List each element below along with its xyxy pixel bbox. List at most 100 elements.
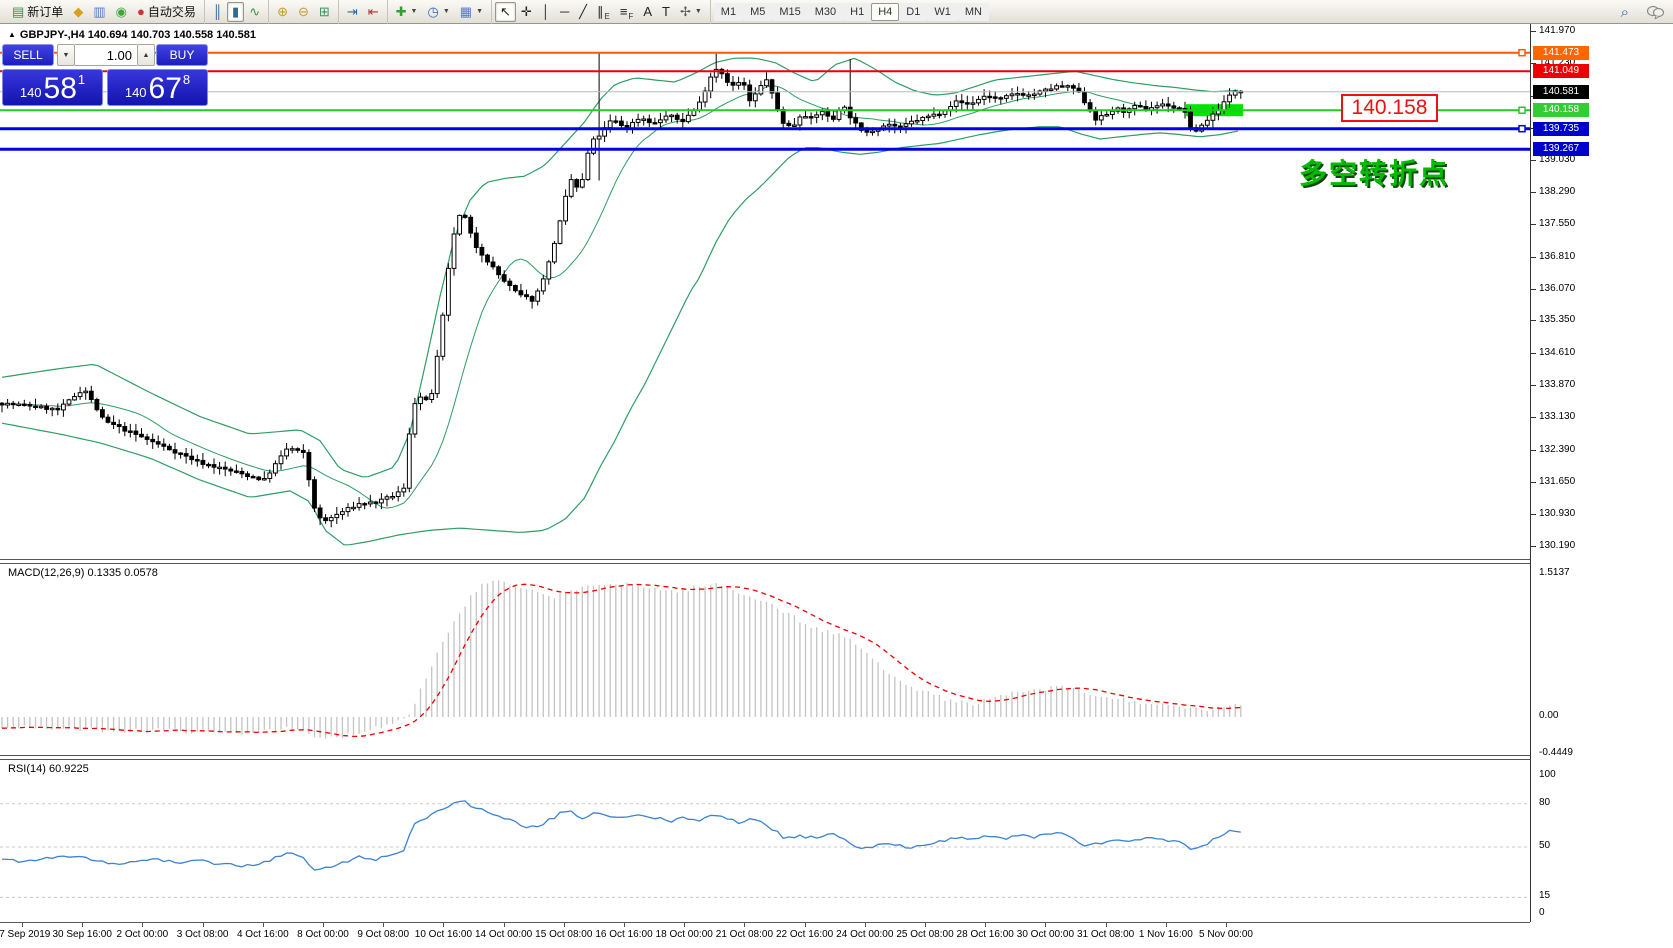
timeframe-h1[interactable]: H1 — [843, 2, 872, 21]
rsi-axis-label: 100 — [1539, 769, 1556, 780]
auto-scroll-icon: ⇤ — [367, 4, 379, 19]
time-tick-label: 16 Oct 16:00 — [595, 929, 653, 940]
price-tick-mark — [1531, 417, 1536, 419]
sell-price-prefix: 140 — [19, 85, 42, 100]
timeframe-m15[interactable]: M15 — [772, 2, 808, 21]
gold-symbol-button[interactable]: ◆ — [68, 2, 88, 22]
price-tick-label: 141.230 — [1539, 57, 1576, 69]
macd-histogram — [1, 580, 1242, 739]
price-tick-label: 135.350 — [1539, 314, 1576, 326]
dropdown-caret-icon[interactable]: ▼ — [694, 8, 702, 15]
text-label-button[interactable]: T — [657, 2, 675, 22]
timeframe-w1[interactable]: W1 — [927, 2, 958, 21]
time-tick-mark — [323, 923, 324, 927]
periods-button[interactable]: ◷ ▼ — [422, 2, 454, 22]
time-tick-mark — [142, 923, 144, 927]
market-watch-button[interactable]: ▥ — [88, 2, 110, 22]
line-chart-button[interactable]: ∿ — [244, 2, 265, 22]
auto-scroll-button[interactable]: ⇤ — [363, 2, 384, 22]
trendline-button[interactable]: ╱ — [574, 2, 592, 22]
price-tick-mark — [1531, 159, 1536, 161]
price-axis[interactable]: 141.970141.230140.490139.750139.030138.2… — [1530, 24, 1673, 922]
zoom-out-button[interactable]: ⊖ — [293, 2, 314, 22]
signals-button[interactable]: ◉ — [111, 2, 132, 22]
timeframe-m1[interactable]: M1 — [713, 2, 744, 21]
line-anchor-handle[interactable] — [1518, 48, 1526, 57]
price-tick-label: 141.970 — [1539, 25, 1576, 36]
time-tick-label: 25 Oct 08:00 — [896, 929, 954, 940]
buy-price-sup: 8 — [182, 72, 191, 87]
chart-annotation-text[interactable]: 多空转折点 — [1299, 158, 1450, 189]
macd-axis-label: 1.5137 — [1539, 567, 1570, 578]
new-order-button[interactable]: ▤ 新订单 — [7, 2, 68, 22]
panel-separator[interactable] — [0, 559, 1530, 564]
x-axis-separator — [0, 922, 1530, 923]
time-tick-label: 28 Oct 16:00 — [956, 929, 1014, 940]
macd-indicator-panel[interactable] — [0, 564, 1530, 755]
rsi-label: RSI(14) 60.9225 — [8, 763, 89, 775]
chat-icon[interactable] — [1644, 2, 1667, 22]
dropdown-caret-icon[interactable]: ▼ — [476, 8, 483, 15]
timeframe-h4[interactable]: H4 — [871, 2, 900, 21]
rsi-axis-label: 0 — [1539, 907, 1545, 918]
new-chart-button[interactable]: ✚ ▼ — [391, 2, 423, 22]
zoom-in-button[interactable]: ⊕ — [272, 2, 293, 22]
timeframe-m30[interactable]: M30 — [807, 2, 844, 21]
sell-price-display[interactable]: 140 58 1 — [2, 69, 103, 106]
line-anchor-handle[interactable] — [1518, 106, 1526, 114]
time-tick-mark — [1226, 923, 1227, 927]
time-tick-mark — [1165, 923, 1167, 927]
dropdown-caret-icon[interactable]: ▼ — [410, 8, 418, 15]
tile-windows-button[interactable]: ⊞ — [314, 2, 335, 22]
time-tick-label: 18 Oct 00:00 — [655, 929, 713, 940]
time-tick-label: 9 Oct 08:00 — [357, 929, 410, 940]
text-icon: A — [643, 4, 652, 19]
rsi-indicator-panel[interactable] — [0, 760, 1530, 922]
bar-chart-button[interactable]: ║ — [208, 2, 227, 22]
icon-sub-letter: F — [628, 11, 634, 21]
candlestick-chart-button[interactable]: ▮ — [227, 1, 245, 22]
price-level-label-object[interactable]: 140.158 — [1341, 94, 1438, 122]
line-anchor-handle[interactable] — [1518, 124, 1526, 133]
toolbar-right: ⌕ — [1616, 0, 1667, 24]
crosshair-button[interactable]: ✛ — [516, 2, 537, 22]
dropdown-caret-icon[interactable]: ▼ — [442, 8, 450, 15]
fibonacci-button[interactable]: ≡ F — [615, 2, 638, 22]
time-tick-label: 2 Oct 00:00 — [116, 929, 169, 940]
volume-increase-button[interactable]: ▲ — [137, 44, 155, 66]
gold-symbol-icon: ◆ — [73, 4, 84, 19]
volume-input[interactable] — [75, 44, 137, 66]
horizontal-line-icon: ─ — [559, 4, 570, 19]
buy-button[interactable]: BUY — [156, 44, 208, 66]
equidistant-channel-button[interactable]: ∥ E — [592, 2, 615, 22]
panel-separator[interactable] — [0, 755, 1530, 760]
toolbar-group: ⊕ ⊖ ⊞ — [269, 0, 339, 24]
cursor-button[interactable]: ↖ — [495, 1, 516, 22]
search-icon[interactable]: ⌕ — [1620, 3, 1629, 21]
periods-icon: ◷ — [427, 4, 439, 19]
price-tick-label: 130.190 — [1539, 540, 1576, 552]
timeframe-d1[interactable]: D1 — [899, 2, 928, 21]
timeframe-m5[interactable]: M5 — [743, 2, 773, 21]
time-tick-mark — [22, 923, 23, 927]
crosshair-icon: ✛ — [520, 4, 532, 19]
collapse-arrow-icon[interactable]: ▲ — [8, 30, 16, 39]
indicators-button[interactable]: ▦ ▼ — [455, 2, 488, 22]
price-level-badge: 141.473 — [1533, 45, 1589, 60]
buy-price-big: 67 — [148, 72, 182, 105]
chart-shift-button[interactable]: ⇥ — [342, 2, 363, 22]
horizontal-line-button[interactable]: ─ — [555, 2, 574, 22]
timeframe-mn[interactable]: MN — [957, 2, 989, 21]
buy-price-display[interactable]: 140 67 8 — [107, 69, 208, 106]
signals-icon: ◉ — [115, 4, 127, 19]
price-chart-panel[interactable] — [0, 24, 1530, 559]
sell-button[interactable]: SELL — [2, 44, 54, 66]
autotrading-button[interactable]: ● 自动交易 — [132, 2, 201, 22]
rsi-axis-label: 80 — [1539, 797, 1551, 808]
text-button[interactable]: A — [638, 2, 657, 22]
vertical-line-button[interactable]: │ — [537, 2, 555, 22]
volume-decrease-button[interactable]: ▼ — [57, 44, 75, 66]
arrows-button[interactable]: ✢ ▼ — [675, 2, 707, 22]
zoom-out-icon: ⊖ — [298, 4, 309, 19]
